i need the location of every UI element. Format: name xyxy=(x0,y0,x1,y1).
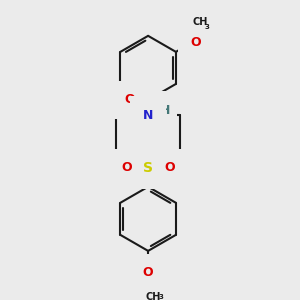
Text: O: O xyxy=(164,161,175,174)
Text: H: H xyxy=(160,104,170,117)
Text: O: O xyxy=(191,36,201,49)
Text: N: N xyxy=(152,104,162,117)
Text: 3: 3 xyxy=(205,24,209,30)
Text: CH: CH xyxy=(145,292,160,300)
Text: O: O xyxy=(121,161,132,174)
Text: N: N xyxy=(143,109,153,122)
Text: CH: CH xyxy=(192,17,208,28)
Text: O: O xyxy=(143,266,153,279)
Text: O: O xyxy=(124,94,135,106)
Text: 3: 3 xyxy=(158,294,164,300)
Text: S: S xyxy=(143,161,153,175)
Text: N: N xyxy=(143,158,153,171)
